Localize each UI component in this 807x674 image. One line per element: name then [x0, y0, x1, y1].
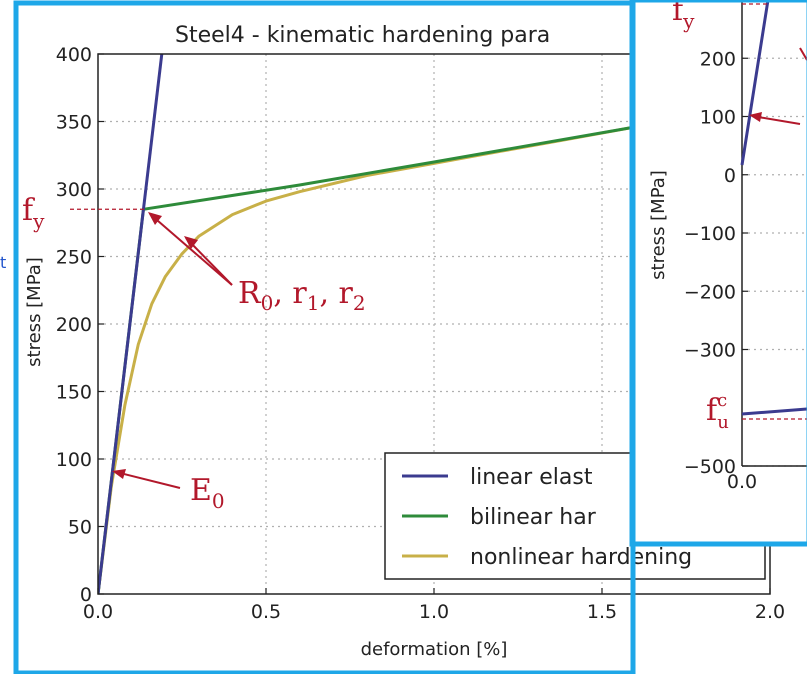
fy-annotation: fy [22, 193, 45, 233]
legend-label-nonlinear: nonlinear hardening [470, 545, 692, 570]
secondary-chart: 200 100 0 −100 −200 −300 −500 0.0 stress [MPa]… [632, 0, 807, 545]
y-tick-label: 150 [56, 382, 92, 404]
secondary-y-ticks: 200 100 0 −100 −200 −300 −500 [684, 48, 748, 478]
y-tick-label: 300 [56, 179, 92, 201]
secondary-y-axis-label: stress [MPa] [648, 170, 669, 280]
x-tick-label: 0.5 [251, 601, 281, 623]
secondary-arrowhead [749, 112, 762, 122]
y-tick-label: 0 [80, 584, 92, 606]
x-axis-label: deformation [%] [361, 639, 508, 660]
r-params-arrow [149, 213, 233, 286]
secondary-x-tick-0: 0.0 [727, 471, 757, 493]
secondary-y-tick-label: −500 [684, 456, 736, 478]
series-lines [98, 54, 636, 594]
x-tick-label: 2.0 [755, 601, 785, 623]
secondary-arrow-2 [799, 47, 807, 61]
x-tick-label: 1.0 [419, 601, 449, 623]
e0-arrowhead [112, 469, 126, 479]
y-tick-label: 400 [56, 44, 92, 66]
secondary-linear-line [740, 0, 807, 166]
y-tick-label: 200 [56, 314, 92, 336]
secondary-y-tick-label: 200 [700, 48, 736, 70]
r-params-arrowhead-2 [184, 236, 198, 249]
x-tick-label: 1.5 [587, 601, 617, 623]
y-tick-label: 100 [56, 449, 92, 471]
legend-label-linear: linear elast [470, 465, 593, 490]
highlight-frame-secondary [629, 0, 807, 547]
y-ticks: 0 50 100 150 200 250 300 350 400 [56, 44, 104, 606]
secondary-panel-bg [632, 0, 807, 545]
secondary-y-tick-label: −200 [684, 281, 736, 303]
secondary-compression-line [741, 407, 807, 416]
secondary-y-tick-label: −300 [684, 340, 736, 362]
r-params-annotation: R0, r1, r2 [238, 276, 366, 315]
secondary-fy-annotation: fy [672, 0, 695, 33]
secondary-y-tick-label: −100 [684, 223, 736, 245]
x-ticks: 0.0 0.5 1.0 1.5 2.0 [83, 588, 785, 623]
chart-title: Steel4 - kinematic hardening para [175, 23, 550, 48]
secondary-y-tick-label: 0 [724, 165, 736, 187]
y-tick-label: 350 [56, 112, 92, 134]
series-linear-elastic [98, 54, 164, 594]
y-tick-label: 250 [56, 247, 92, 269]
r-params-arrow-2 [185, 237, 233, 286]
legend-label-bilinear: bilinear har [470, 505, 597, 530]
y-axis-label: stress [MPa] [24, 257, 45, 367]
secondary-fuc-annotation: fc u [706, 390, 729, 433]
e0-arrow [115, 471, 181, 489]
r-params-arrowhead [148, 212, 162, 225]
left-edge-text: t [0, 253, 6, 272]
e0-annotation: E0 [190, 473, 225, 513]
secondary-y-tick-label: 100 [700, 107, 736, 129]
y-tick-label: 50 [68, 517, 92, 539]
x-tick-label: 0.0 [83, 601, 113, 623]
